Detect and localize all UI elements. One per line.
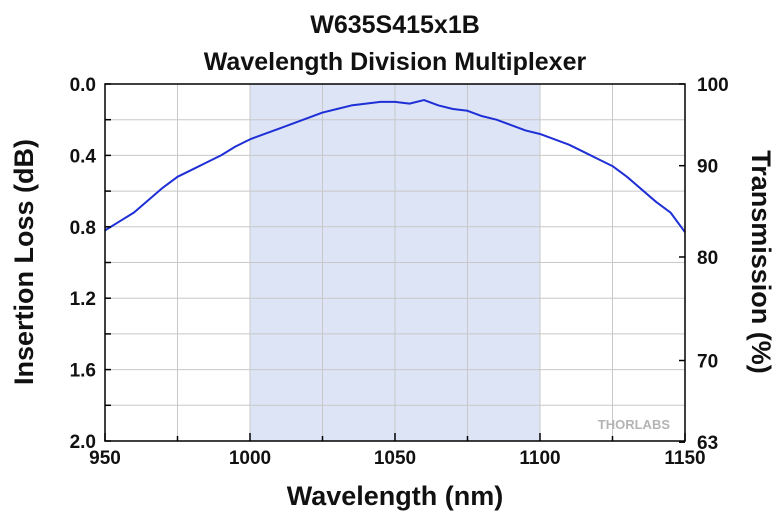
y2-tick-label: 80 [697, 248, 718, 269]
x-tick-label: 950 [89, 448, 121, 469]
x-tick-label: 1050 [374, 448, 416, 469]
grid-lines [105, 84, 685, 441]
x-axis-title: Wavelength (nm) [287, 481, 504, 511]
axis-ticks [104, 83, 686, 443]
y-tick-label: 0.8 [70, 218, 96, 239]
series-line [104, 99, 686, 233]
chart-title: W635S415x1B [310, 11, 480, 39]
y-tick-label: 1.2 [70, 289, 96, 310]
x-tick-labels: 950 1000 1050 1100 1150 [89, 448, 705, 469]
x-tick-label: 1150 [664, 448, 705, 469]
y2-tick-label: 90 [697, 157, 718, 178]
y2-axis-title: Transmission (%) [746, 150, 776, 374]
y-tick-labels: 0.0 0.4 0.8 1.2 1.6 2.0 [70, 75, 97, 453]
y-tick-label: 2.0 [70, 432, 96, 453]
y2-tick-label: 100 [697, 75, 729, 96]
y-axis-title: Insertion Loss (dB) [9, 139, 39, 385]
x-tick-label: 1100 [519, 448, 560, 469]
y-tick-label: 0.4 [70, 146, 97, 167]
chart-subtitle: Wavelength Division Multiplexer [204, 48, 587, 76]
y-tick-label: 1.6 [70, 361, 96, 382]
y2-tick-labels: 100 90 80 70 63 [697, 75, 729, 454]
watermark: THORLABS [598, 417, 671, 432]
y2-tick-label: 63 [697, 433, 718, 454]
y-tick-label: 0.0 [70, 75, 96, 96]
x-tick-label: 1000 [229, 448, 271, 469]
y2-tick-label: 70 [697, 352, 718, 373]
